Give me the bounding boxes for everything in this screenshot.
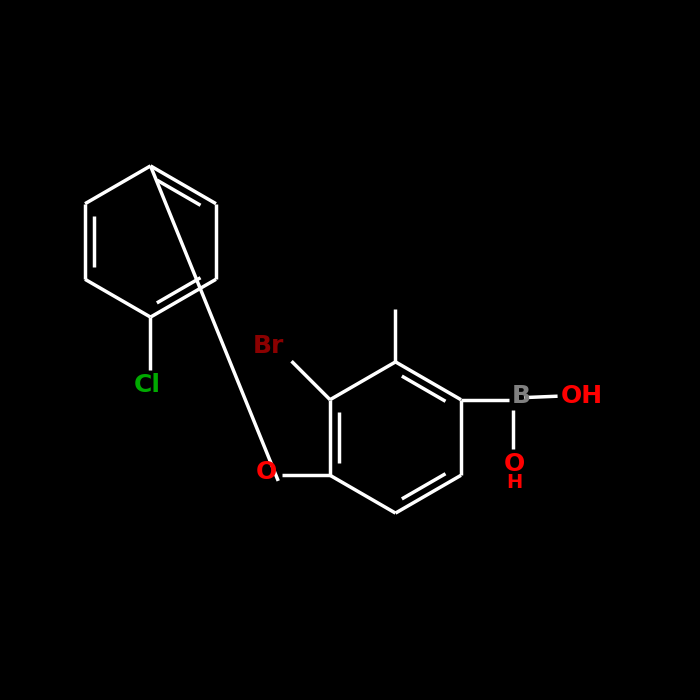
Text: H: H <box>507 473 523 492</box>
Text: Br: Br <box>253 334 284 358</box>
Text: OH: OH <box>561 384 603 408</box>
Text: Cl: Cl <box>134 373 160 397</box>
Text: O: O <box>256 460 276 484</box>
Text: B: B <box>512 384 531 408</box>
Text: O: O <box>504 452 526 476</box>
